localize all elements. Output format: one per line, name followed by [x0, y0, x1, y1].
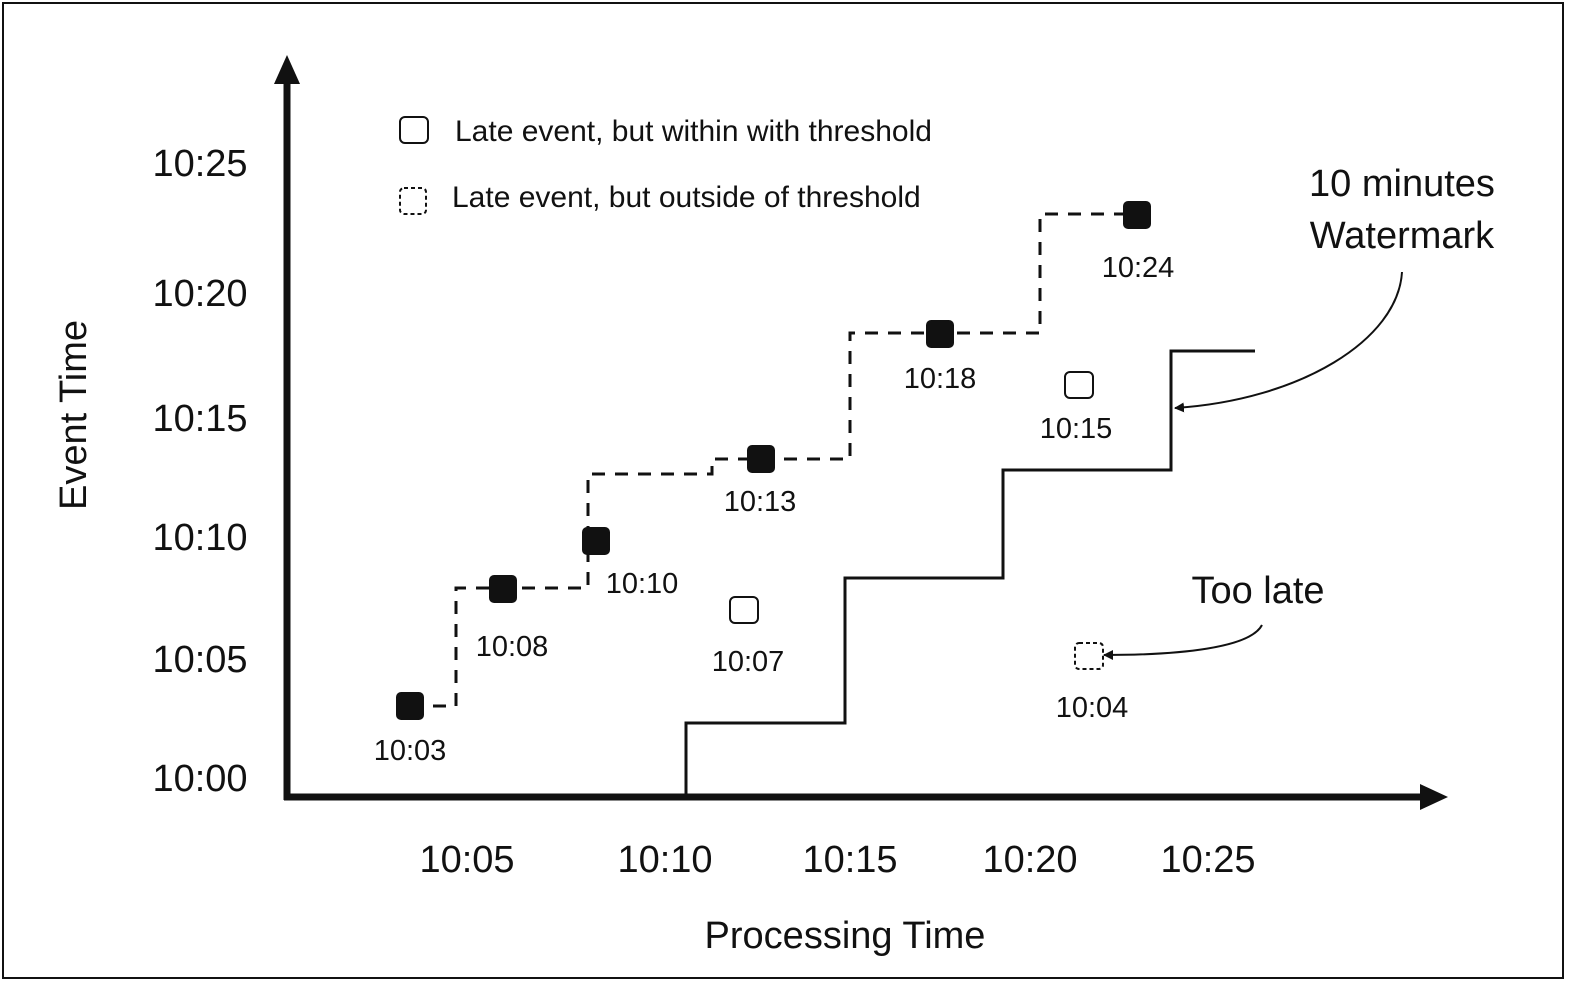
x-tick-label: 10:25 — [1160, 839, 1255, 881]
x-axis-title: Processing Time — [705, 915, 986, 957]
legend-within-swatch — [399, 116, 429, 144]
event-marker-10-03 — [396, 692, 424, 720]
event-marker-10-10 — [582, 527, 610, 555]
event-marker-10-15 — [1064, 371, 1094, 399]
x-tick-label: 10:20 — [982, 839, 1077, 881]
too-late-annotation: Too late — [1191, 570, 1324, 612]
x-axis-arrowhead — [1420, 784, 1448, 810]
legend-outside-swatch — [399, 187, 427, 215]
event-label-10-10: 10:10 — [606, 568, 679, 600]
event-marker-10-08 — [489, 575, 517, 603]
x-tick-label: 10:10 — [617, 839, 712, 881]
y-axis-arrowhead — [274, 55, 300, 84]
watermark-line — [684, 349, 1255, 797]
y-tick-label: 10:10 — [152, 517, 247, 559]
max-event-time-dashed-line — [410, 212, 1138, 708]
y-tick-label: 10:25 — [152, 143, 247, 185]
y-tick-label: 10:20 — [152, 273, 247, 315]
watermark-annotation-arrow — [1174, 271, 1403, 413]
event-marker-10-07 — [729, 596, 759, 624]
x-tick-label: 10:05 — [419, 839, 514, 881]
watermark-annotation-line1: 10 minutes — [1309, 163, 1495, 205]
event-marker-10-24 — [1123, 201, 1151, 229]
event-label-10-13: 10:13 — [724, 486, 797, 518]
y-tick-label: 10:15 — [152, 398, 247, 440]
event-marker-10-18 — [926, 320, 954, 348]
event-label-10-15: 10:15 — [1040, 413, 1113, 445]
event-label-10-03: 10:03 — [374, 735, 447, 767]
watermark-annotation-line2: Watermark — [1310, 215, 1495, 257]
event-label-10-18: 10:18 — [904, 363, 977, 395]
event-label-10-08: 10:08 — [476, 631, 549, 663]
y-tick-label: 10:00 — [152, 758, 247, 800]
event-marker-10-04 — [1074, 642, 1104, 670]
event-label-10-04: 10:04 — [1056, 692, 1129, 724]
legend-within-label: Late event, but within with threshold — [455, 115, 932, 148]
event-label-10-07: 10:07 — [712, 646, 785, 678]
y-axis-title: Event Time — [53, 320, 95, 510]
y-tick-label: 10:05 — [152, 639, 247, 681]
legend-outside-label: Late event, but outside of threshold — [452, 181, 921, 214]
x-tick-label: 10:15 — [802, 839, 897, 881]
event-label-10-24: 10:24 — [1102, 252, 1175, 284]
event-marker-10-13 — [747, 445, 775, 473]
too-late-annotation-arrow — [1103, 624, 1263, 660]
frame-border — [2, 2, 1564, 979]
